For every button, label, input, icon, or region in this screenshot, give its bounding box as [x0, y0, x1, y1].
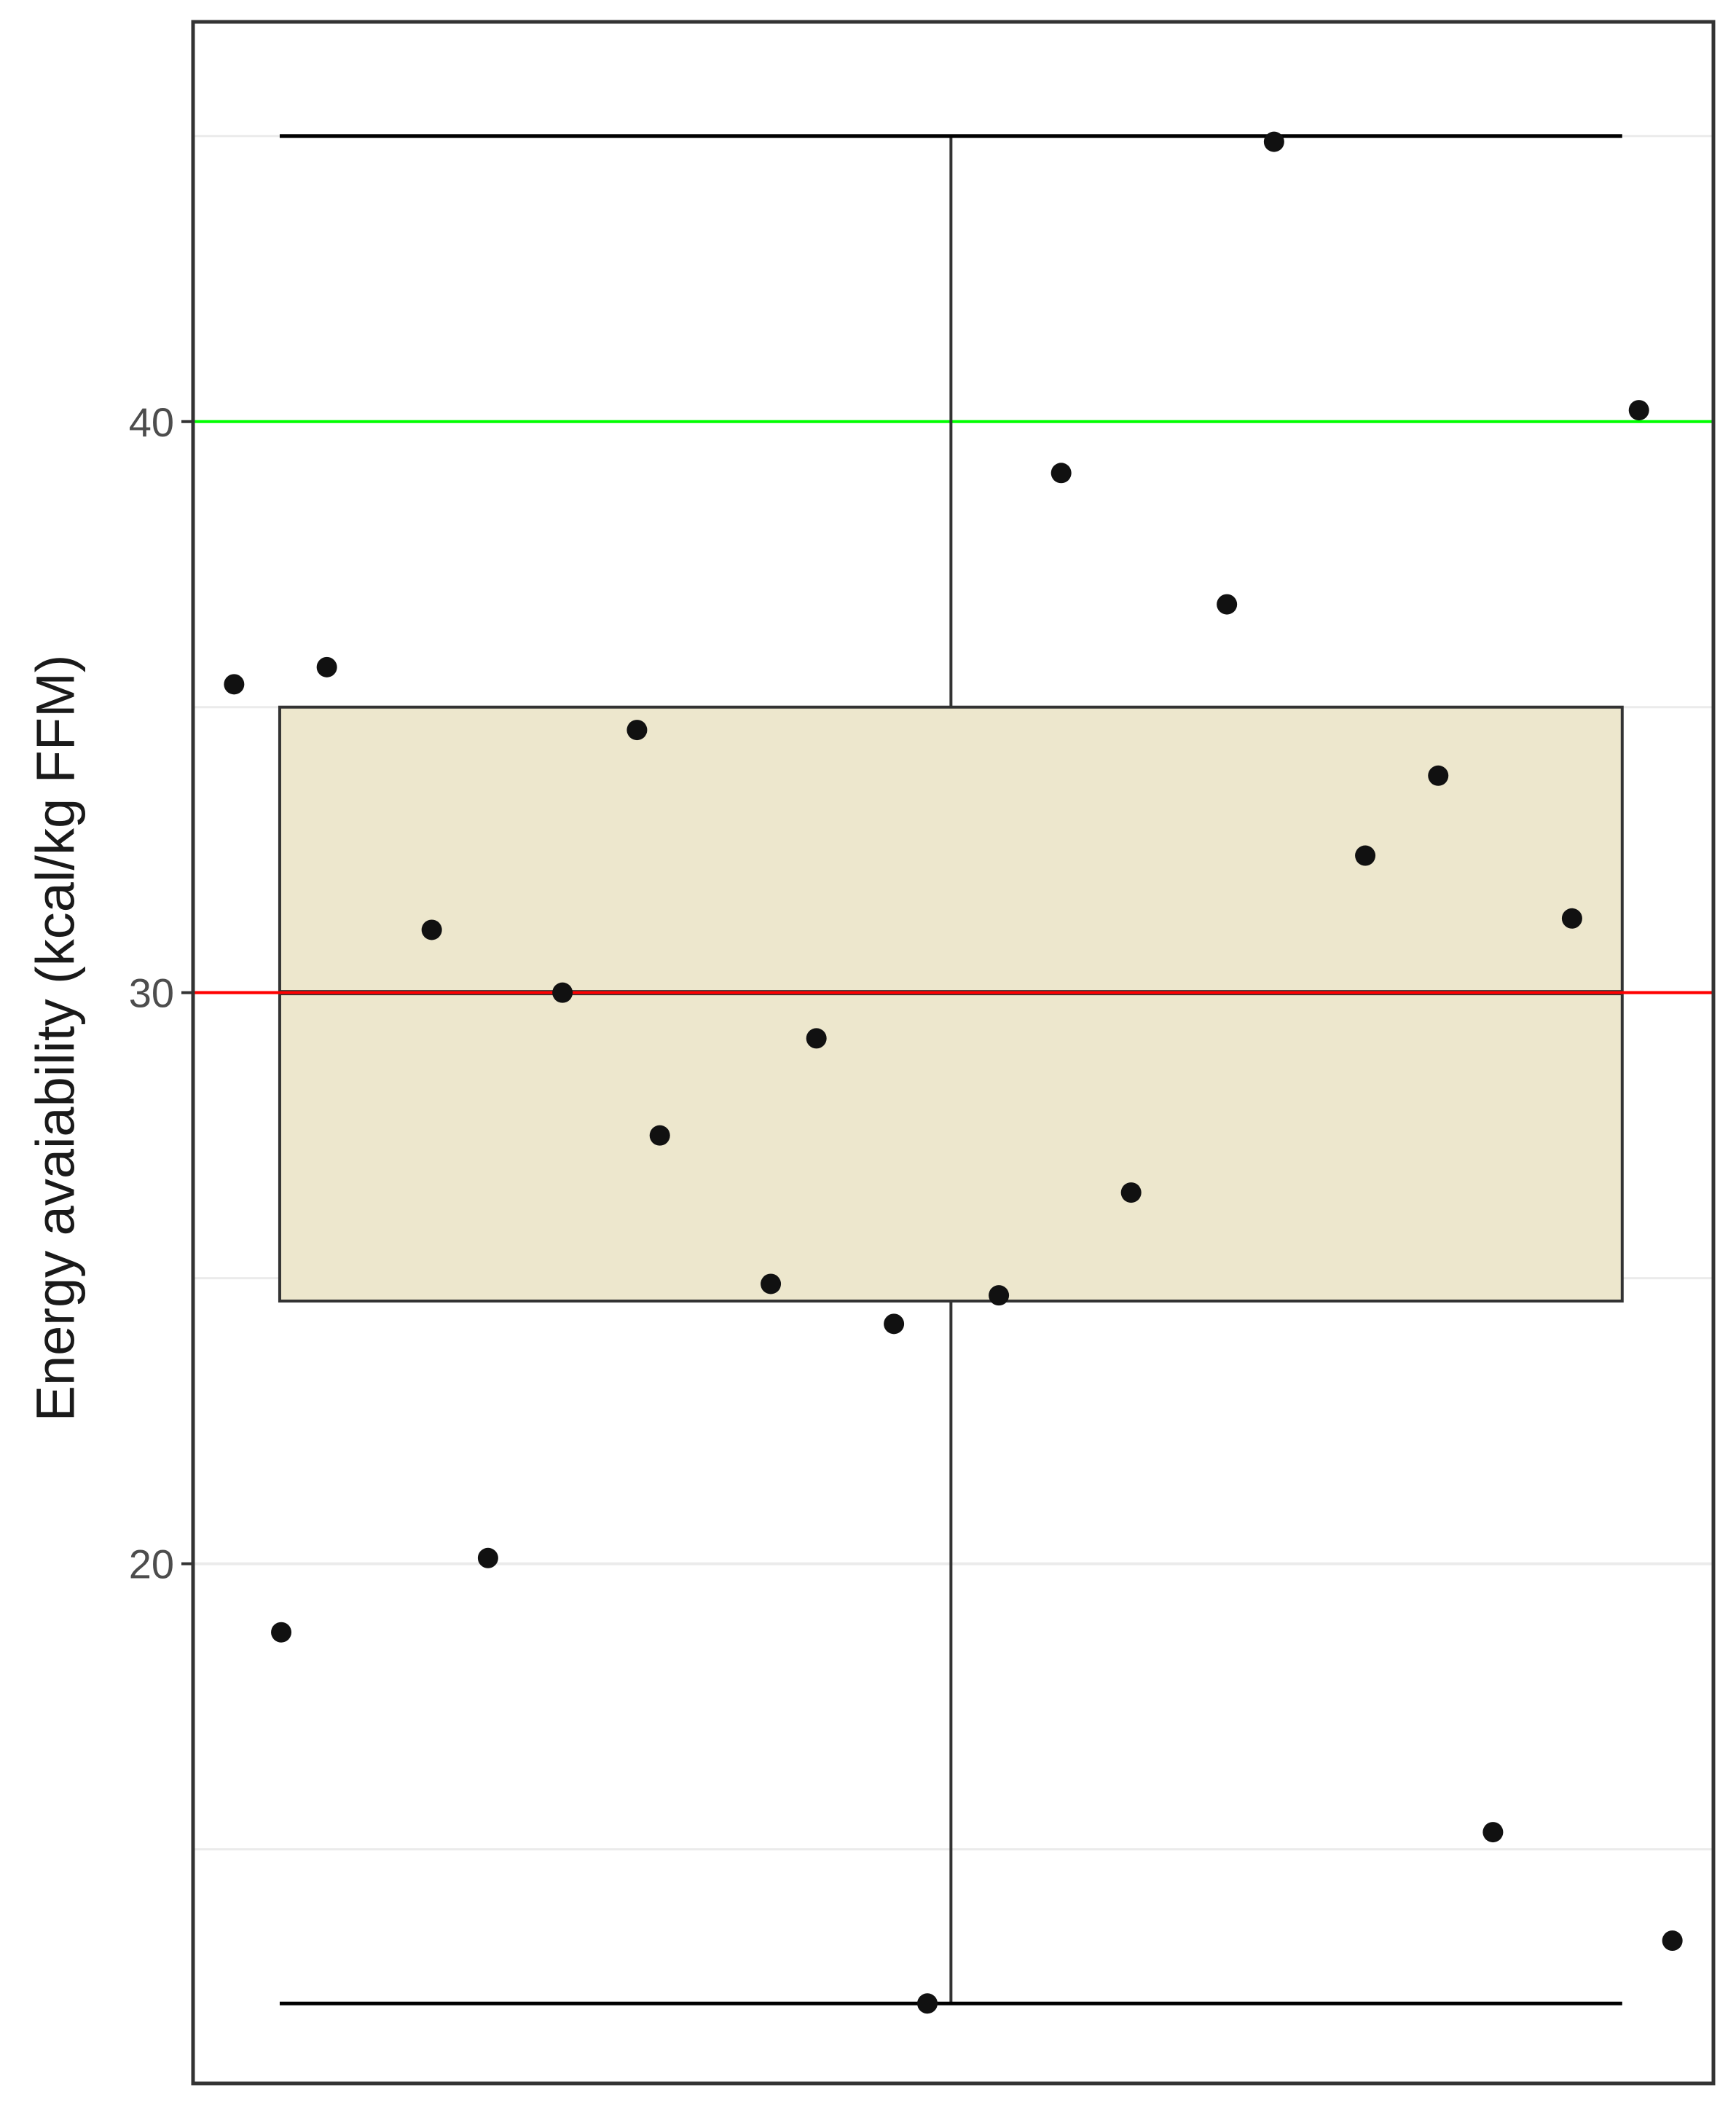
- data-point-14: [1050, 463, 1072, 484]
- data-point-9: [761, 1273, 782, 1294]
- data-point-6: [552, 982, 573, 1003]
- y-tick-label-40: 40: [129, 399, 174, 445]
- data-point-8: [649, 1125, 670, 1146]
- data-point-12: [917, 1993, 938, 2014]
- data-point-2: [271, 1622, 292, 1643]
- box-iqr: [278, 705, 1624, 1303]
- data-point-18: [1355, 845, 1376, 866]
- y-axis-title: Energy avaiability (kcal/kg FFM): [25, 655, 86, 1422]
- data-point-1: [224, 674, 245, 695]
- data-point-23: [1662, 1930, 1683, 1952]
- boxplot: [193, 134, 1713, 2005]
- data-point-15: [1120, 1182, 1142, 1203]
- data-point-11: [884, 1313, 905, 1335]
- data-point-4: [421, 919, 442, 940]
- data-point-16: [1217, 594, 1238, 615]
- y-tick-label-20: 20: [129, 1541, 174, 1587]
- data-point-22: [1628, 400, 1649, 421]
- data-point-21: [1561, 908, 1582, 929]
- data-point-17: [1263, 131, 1284, 152]
- data-point-3: [316, 656, 337, 677]
- data-point-13: [989, 1285, 1010, 1306]
- data-point-7: [627, 720, 648, 741]
- data-point-19: [1428, 765, 1449, 786]
- data-point-10: [806, 1028, 827, 1049]
- panel-border: [191, 20, 1716, 2086]
- data-point-5: [477, 1547, 498, 1568]
- data-points: [224, 131, 1683, 2014]
- y-tick-label-30: 30: [129, 970, 174, 1016]
- y-axis: 20 30 40: [129, 399, 193, 1587]
- data-point-20: [1482, 1822, 1504, 1843]
